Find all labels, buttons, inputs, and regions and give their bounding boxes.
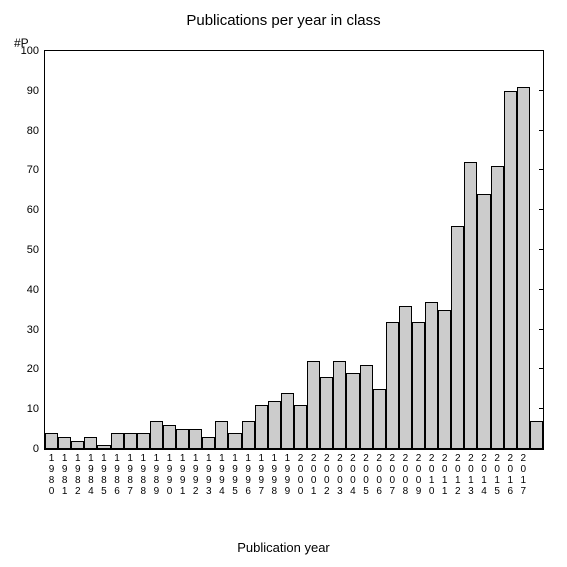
y-tick-mark	[539, 130, 544, 131]
x-tick-label: 2015	[491, 449, 504, 497]
x-tick-label: 1990	[163, 449, 176, 497]
x-tick-label: 2008	[399, 449, 412, 497]
bar	[71, 441, 84, 449]
bar	[202, 437, 215, 449]
y-tick-label: 40	[27, 284, 45, 296]
y-tick-label: 100	[21, 45, 45, 57]
x-tick-label: 2014	[477, 449, 490, 497]
bar	[451, 226, 464, 449]
bar	[137, 433, 150, 449]
bar	[228, 433, 241, 449]
bar	[425, 302, 438, 449]
x-tick-label: 2010	[425, 449, 438, 497]
x-tick-label: 1997	[255, 449, 268, 497]
y-tick-label: 30	[27, 324, 45, 336]
x-tick-label: 2004	[346, 449, 359, 497]
x-tick-label: 1999	[281, 449, 294, 497]
bar	[504, 91, 517, 449]
x-tick-label: 2007	[386, 449, 399, 497]
y-tick-mark	[539, 90, 544, 91]
y-tick-label: 80	[27, 125, 45, 137]
y-tick-label: 0	[33, 443, 45, 455]
x-tick-label: 2006	[373, 449, 386, 497]
bar	[333, 361, 346, 449]
bar	[373, 389, 386, 449]
bar	[386, 322, 399, 449]
x-tick-label: 2011	[438, 449, 451, 497]
x-tick-label: 1995	[228, 449, 241, 497]
x-tick-label: 1989	[150, 449, 163, 497]
bar	[438, 310, 451, 449]
x-tick-label: 2009	[412, 449, 425, 497]
x-tick-label: 1985	[97, 449, 110, 497]
x-tick-label: 1980	[45, 449, 58, 497]
x-tick-label: 1994	[215, 449, 228, 497]
chart-title: Publications per year in class	[0, 12, 567, 29]
bar	[477, 194, 490, 449]
bar	[517, 87, 530, 449]
x-tick-label: 1993	[202, 449, 215, 497]
y-tick-label: 90	[27, 85, 45, 97]
chart-container: Publications per year in class #P 010203…	[0, 0, 567, 567]
x-tick-label: 1996	[242, 449, 255, 497]
bar	[45, 433, 58, 449]
x-tick-label: 1987	[124, 449, 137, 497]
x-tick-label: 1986	[111, 449, 124, 497]
bar	[530, 421, 543, 449]
bar	[189, 429, 202, 449]
x-tick-label: 1981	[58, 449, 71, 497]
bar	[281, 393, 294, 449]
y-tick-mark	[539, 249, 544, 250]
y-tick-label: 70	[27, 164, 45, 176]
bar	[307, 361, 320, 449]
bar	[150, 421, 163, 449]
bar	[58, 437, 71, 449]
bar	[215, 421, 228, 449]
y-tick-label: 20	[27, 363, 45, 375]
bar	[176, 429, 189, 449]
x-tick-label: 2012	[451, 449, 464, 497]
y-tick-mark	[539, 289, 544, 290]
x-tick-label: 2002	[320, 449, 333, 497]
x-tick-label: 2013	[464, 449, 477, 497]
x-tick-label: 1998	[268, 449, 281, 497]
bar	[242, 421, 255, 449]
bar	[111, 433, 124, 449]
x-axis-title: Publication year	[0, 540, 567, 555]
x-tick-label: 1984	[84, 449, 97, 497]
x-tick-label: 2005	[360, 449, 373, 497]
bar	[399, 306, 412, 449]
bar	[320, 377, 333, 449]
y-tick-label: 50	[27, 244, 45, 256]
x-tick-label: 2000	[294, 449, 307, 497]
x-tick-label: 2017	[517, 449, 530, 497]
bar	[491, 166, 504, 449]
y-tick-label: 10	[27, 403, 45, 415]
y-tick-mark	[539, 408, 544, 409]
x-tick-label: 1992	[189, 449, 202, 497]
x-tick-label: 2003	[333, 449, 346, 497]
bar	[360, 365, 373, 449]
bar	[84, 437, 97, 449]
y-tick-mark	[539, 169, 544, 170]
x-tick-label: 2001	[307, 449, 320, 497]
bar	[255, 405, 268, 449]
x-tick-label: 2016	[504, 449, 517, 497]
y-tick-mark	[539, 368, 544, 369]
x-tick-label: 1988	[137, 449, 150, 497]
y-tick-mark	[539, 329, 544, 330]
bar	[163, 425, 176, 449]
plot-area: 0102030405060708090100198019811982198419…	[44, 50, 544, 450]
x-tick-label: 1982	[71, 449, 84, 497]
x-tick-label: 1991	[176, 449, 189, 497]
bar	[124, 433, 137, 449]
bar	[412, 322, 425, 449]
bar	[268, 401, 281, 449]
bar	[294, 405, 307, 449]
bar	[464, 162, 477, 449]
bar	[346, 373, 359, 449]
y-tick-label: 60	[27, 204, 45, 216]
y-tick-mark	[539, 50, 544, 51]
y-tick-mark	[539, 209, 544, 210]
